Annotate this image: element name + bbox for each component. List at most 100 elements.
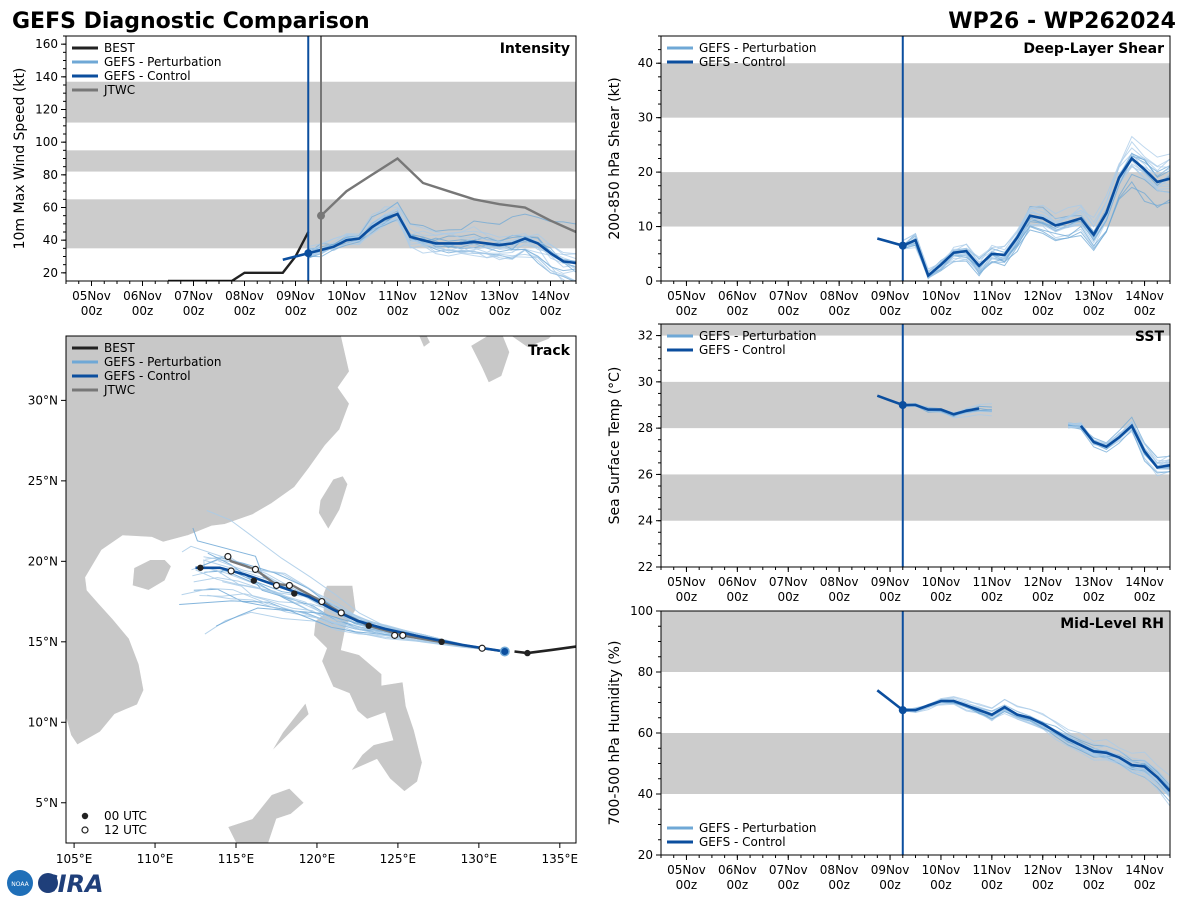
best-12utc-marker-3 bbox=[272, 581, 281, 590]
legend-label-control: GEFS - Control bbox=[699, 55, 786, 69]
best-12utc-marker-4 bbox=[227, 567, 235, 575]
y-tick-label-4: 100 bbox=[35, 135, 58, 149]
best-12utc-marker-5 bbox=[337, 609, 345, 617]
legend-label-perturbation: GEFS - Perturbation bbox=[699, 41, 816, 55]
y-tick-label-4: 100 bbox=[630, 604, 653, 618]
band-1 bbox=[661, 63, 1170, 118]
best-00utc-marker-1 bbox=[365, 622, 372, 629]
panel-title: Mid-Level RH bbox=[1060, 616, 1164, 632]
cira-globe-icon bbox=[38, 873, 58, 893]
y-tick-label-1: 24 bbox=[638, 514, 653, 528]
perturbation-line-7 bbox=[308, 206, 576, 268]
x-tick-hour-2: 00z bbox=[777, 304, 799, 318]
perturbation-line-18 bbox=[308, 201, 576, 250]
track-legend-label-jtwc: JTWC bbox=[103, 383, 135, 397]
x-tick-hour-6: 00z bbox=[981, 878, 1003, 892]
sst-panel: 22242628303205Nov00z06Nov00z07Nov00z08No… bbox=[607, 323, 1171, 604]
x-tick-day-3: 08Nov bbox=[820, 289, 859, 303]
band-2 bbox=[661, 324, 1170, 336]
lat-tick-label-4: 25°N bbox=[28, 474, 58, 488]
palawan-island bbox=[271, 702, 310, 752]
x-tick-hour-7: 00z bbox=[1032, 304, 1054, 318]
x-tick-day-2: 07Nov bbox=[769, 289, 808, 303]
best-12utc-marker-1 bbox=[399, 631, 407, 639]
perturbation-line-8 bbox=[902, 153, 1170, 273]
x-tick-day-4: 09Nov bbox=[871, 575, 910, 589]
x-tick-hour-0: 00z bbox=[81, 304, 103, 318]
x-tick-hour-1: 00z bbox=[727, 304, 749, 318]
lat-tick-label-0: 5°N bbox=[35, 796, 58, 810]
x-tick-hour-9: 00z bbox=[540, 304, 562, 318]
perturbation-line-11 bbox=[902, 701, 1170, 807]
x-tick-hour-0: 00z bbox=[676, 304, 698, 318]
legend-label-jtwc: JTWC bbox=[103, 83, 135, 97]
legend-label-perturbation: GEFS - Perturbation bbox=[699, 329, 816, 343]
y-axis-label: 10m Max Wind Speed (kt) bbox=[12, 68, 28, 250]
y-tick-label-2: 26 bbox=[638, 467, 653, 481]
y-tick-label-3: 80 bbox=[43, 168, 58, 182]
x-tick-day-7: 12Nov bbox=[429, 289, 468, 303]
storm-id-title: WP26 - WP262024 bbox=[948, 9, 1176, 34]
x-tick-hour-2: 00z bbox=[777, 878, 799, 892]
shear-panel: 01020304005Nov00z06Nov00z07Nov00z08Nov00… bbox=[607, 35, 1171, 318]
x-tick-hour-3: 00z bbox=[828, 590, 850, 604]
x-tick-hour-1: 00z bbox=[132, 304, 154, 318]
kyushu-island bbox=[470, 336, 510, 384]
y-axis-label: 700-500 hPa Humidity (%) bbox=[607, 641, 623, 826]
taiwan-island bbox=[318, 475, 349, 530]
x-tick-hour-4: 00z bbox=[285, 304, 307, 318]
axes-frame bbox=[660, 323, 1171, 568]
figure-title: GEFS Diagnostic Comparison bbox=[12, 9, 370, 34]
best-00utc-marker-3 bbox=[250, 577, 258, 584]
perturbation-track-15 bbox=[219, 569, 505, 652]
legend-00utc-label: 00 UTC bbox=[104, 809, 147, 823]
x-tick-hour-6: 00z bbox=[387, 304, 409, 318]
y-axis-label: 200-850 hPa Shear (kt) bbox=[607, 77, 623, 239]
panel-title: Deep-Layer Shear bbox=[1023, 41, 1164, 57]
y-tick-label-1: 40 bbox=[638, 787, 653, 801]
x-tick-hour-7: 00z bbox=[1032, 878, 1054, 892]
x-tick-hour-5: 00z bbox=[336, 304, 358, 318]
y-tick-label-5: 120 bbox=[35, 103, 58, 117]
lon-tick-label-2: 115°E bbox=[218, 852, 255, 866]
perturbation-track-11 bbox=[207, 594, 505, 652]
control-series-line-1 bbox=[1079, 423, 1170, 469]
band-0 bbox=[661, 733, 1170, 794]
control-init-point bbox=[898, 401, 907, 409]
y-tick-label-3: 30 bbox=[638, 111, 653, 125]
cira-logo-text: CIRA bbox=[40, 870, 104, 898]
y-tick-label-4: 40 bbox=[638, 56, 653, 70]
x-tick-hour-6: 00z bbox=[981, 590, 1003, 604]
control-series-line-2 bbox=[282, 212, 576, 265]
control-init-point bbox=[898, 706, 907, 715]
x-tick-day-4: 09Nov bbox=[871, 863, 910, 877]
x-tick-hour-9: 00z bbox=[1134, 304, 1156, 318]
best-12utc-marker-7 bbox=[251, 565, 260, 573]
x-tick-day-5: 10Nov bbox=[922, 863, 961, 877]
jtwc-series-line-1 bbox=[320, 156, 576, 234]
x-tick-day-9: 14Nov bbox=[1125, 289, 1164, 303]
perturbation-line-6 bbox=[1068, 426, 1170, 474]
legend-label-control: GEFS - Control bbox=[699, 343, 786, 357]
x-tick-hour-1: 00z bbox=[727, 590, 749, 604]
plot-area bbox=[66, 36, 576, 281]
x-tick-hour-9: 00z bbox=[1134, 878, 1156, 892]
legend-label-perturbation: GEFS - Perturbation bbox=[104, 55, 221, 69]
lon-tick-label-1: 110°E bbox=[137, 852, 174, 866]
x-tick-day-4: 09Nov bbox=[276, 289, 315, 303]
best-12utc-marker-2 bbox=[318, 597, 326, 606]
best-00utc-marker-5 bbox=[524, 649, 531, 657]
perturbation-track-10 bbox=[222, 581, 505, 652]
x-tick-day-9: 14Nov bbox=[1125, 863, 1164, 877]
x-tick-day-1: 06Nov bbox=[718, 289, 757, 303]
x-tick-day-8: 13Nov bbox=[1074, 289, 1113, 303]
y-tick-label-1: 10 bbox=[638, 220, 653, 234]
y-tick-label-0: 20 bbox=[43, 266, 58, 280]
rh-panel: 2040608010005Nov00z06Nov00z07Nov00z08Nov… bbox=[607, 604, 1171, 892]
control-init-point bbox=[304, 249, 313, 258]
x-tick-day-3: 08Nov bbox=[820, 575, 859, 589]
plot-area bbox=[661, 324, 1170, 567]
y-tick-label-7: 160 bbox=[35, 37, 58, 51]
control-series-line-0 bbox=[876, 156, 1170, 278]
legend-label-control: GEFS - Control bbox=[699, 835, 786, 849]
